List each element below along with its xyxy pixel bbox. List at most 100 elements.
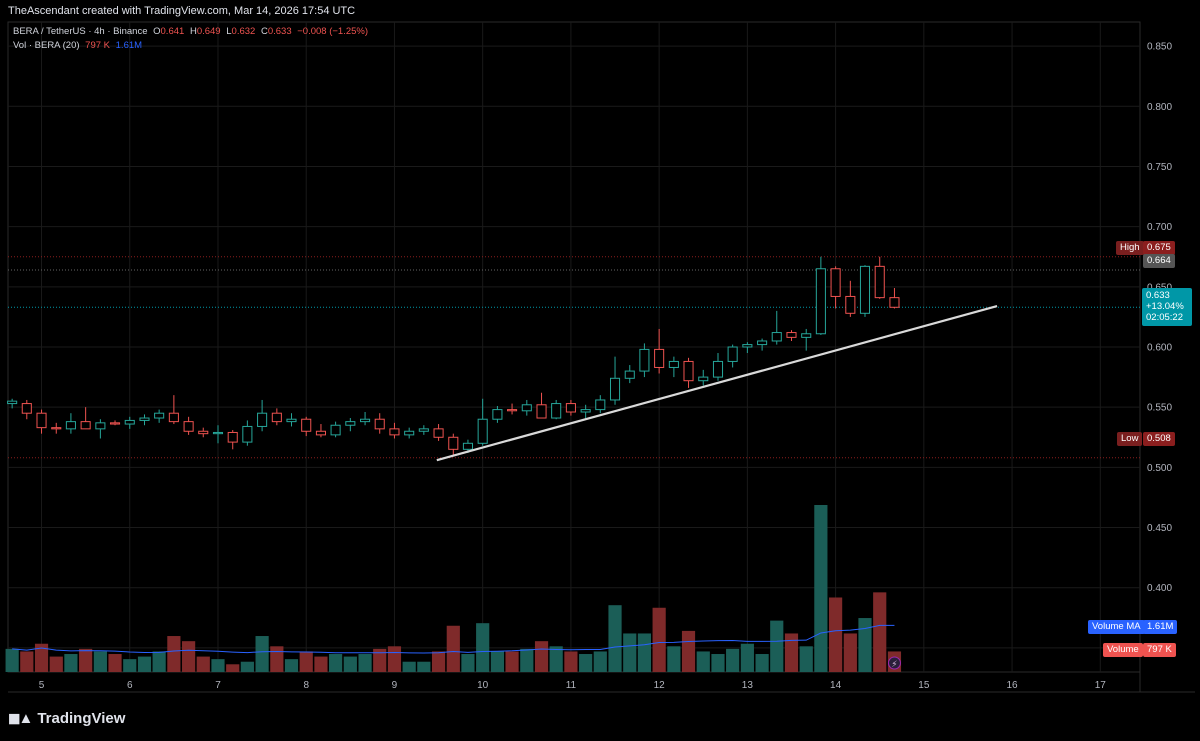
volume-legend-value: 797 K: [85, 40, 110, 51]
volume-bar: [240, 661, 254, 672]
volume-bar: [329, 654, 343, 672]
tradingview-logo-icon: ◼▲: [8, 710, 33, 727]
trendline: [436, 305, 998, 462]
volume-bar: [637, 633, 651, 672]
candle-body: [109, 422, 121, 425]
volume-bar: [814, 505, 828, 672]
tradingview-logo[interactable]: ◼▲ TradingView: [8, 709, 126, 728]
x-tick-label: 7: [215, 680, 221, 691]
candle-body: [360, 418, 371, 423]
y-tick-label: 0.500: [1147, 463, 1172, 474]
candle-body: [757, 340, 768, 346]
volume-bar: [64, 654, 78, 672]
volume-bar: [226, 664, 240, 672]
candle-body: [448, 436, 459, 450]
candle-body: [477, 418, 488, 444]
volume-value-tag: 797 K: [1143, 643, 1176, 657]
candle-body: [51, 427, 62, 430]
volume-bar: [255, 636, 269, 672]
candle-body: [609, 377, 621, 401]
candle-body: [830, 268, 841, 297]
volume-bar: [652, 607, 666, 672]
candle-body: [168, 412, 179, 423]
candle-body: [565, 403, 576, 413]
flash-icon-glyph: ⚡: [891, 660, 897, 670]
candle-body: [286, 418, 297, 423]
volume-bar: [711, 654, 725, 672]
current-price: 0.633: [1146, 290, 1170, 301]
candle-body: [315, 430, 326, 436]
candle-body: [227, 431, 238, 443]
volume-bar: [564, 651, 578, 672]
symbol-name: BERA / TetherUS · 4h · Binance: [13, 26, 148, 37]
volume-bar: [123, 659, 137, 672]
volume-bar: [784, 633, 799, 672]
candle-body: [462, 442, 473, 450]
close-value: C0.633: [260, 26, 292, 37]
candle-body: [874, 265, 885, 299]
volume-bar: [284, 659, 299, 672]
volume-bar: [299, 651, 313, 672]
candle-body: [212, 431, 224, 435]
candle-body: [712, 360, 724, 378]
y-tick-label: 0.400: [1147, 583, 1172, 594]
x-tick-label: 17: [1095, 680, 1107, 691]
candle-body: [242, 425, 253, 443]
volume-bar: [490, 651, 505, 672]
candle-body: [21, 403, 32, 414]
symbol-legend[interactable]: BERA / TetherUS · 4h · Binance O0.641 H0…: [13, 26, 371, 37]
candle-body: [786, 332, 797, 338]
candle-body: [521, 404, 532, 412]
x-tick-label: 11: [566, 680, 577, 691]
volume-bar: [402, 661, 416, 672]
volume-bar: [446, 625, 460, 672]
candle-body: [742, 344, 753, 348]
x-tick-label: 12: [654, 680, 666, 691]
open-value: O0.641: [153, 26, 185, 37]
volume-bar: [270, 646, 284, 672]
candle-body: [271, 412, 282, 423]
candle-body: [139, 417, 150, 421]
volume-bar: [623, 633, 637, 672]
volume-bar: [593, 651, 607, 672]
candle-body: [698, 376, 709, 382]
volume-ma-label-tag: Volume MA: [1088, 620, 1145, 634]
x-tick-label: 5: [39, 680, 45, 691]
change-value: −0.008 (−1.25%): [297, 26, 369, 37]
volume-bar: [34, 643, 49, 672]
volume-bar: [93, 651, 107, 672]
candle-body: [433, 428, 444, 438]
volume-legend[interactable]: Vol · BERA (20) 797 K 1.61M: [13, 40, 145, 51]
volume-bar: [799, 646, 813, 672]
x-tick-label: 14: [830, 680, 842, 691]
attribution-text: TheAscendant created with TradingView.co…: [8, 5, 356, 17]
volume-legend-label: Vol · BERA (20): [13, 40, 80, 51]
x-tick-label: 6: [127, 680, 133, 691]
tradingview-logo-text: TradingView: [37, 709, 126, 727]
candle-body: [257, 412, 268, 427]
high-value: H0.649: [189, 26, 221, 37]
candle-body: [654, 348, 665, 368]
candle-body: [771, 332, 782, 342]
candle-body: [580, 409, 591, 413]
candle-body: [801, 333, 812, 338]
volume-bar: [681, 630, 696, 672]
candle-body: [492, 409, 503, 420]
volume-bar: [417, 661, 431, 672]
volume-bar: [520, 648, 534, 672]
candle-body: [507, 409, 518, 412]
candle-body: [183, 421, 194, 432]
candle-body: [595, 399, 606, 411]
candle-body: [815, 268, 826, 335]
current-change: +13.04%: [1146, 301, 1184, 312]
candle-body: [374, 418, 385, 430]
volume-bar: [858, 618, 872, 672]
x-tick-label: 9: [392, 680, 398, 691]
candle-body: [154, 412, 165, 419]
prev-value-tag: 0.664: [1143, 254, 1175, 268]
volume-bar: [373, 648, 387, 672]
y-tick-label: 0.800: [1147, 102, 1172, 113]
volume-bar: [873, 592, 887, 672]
